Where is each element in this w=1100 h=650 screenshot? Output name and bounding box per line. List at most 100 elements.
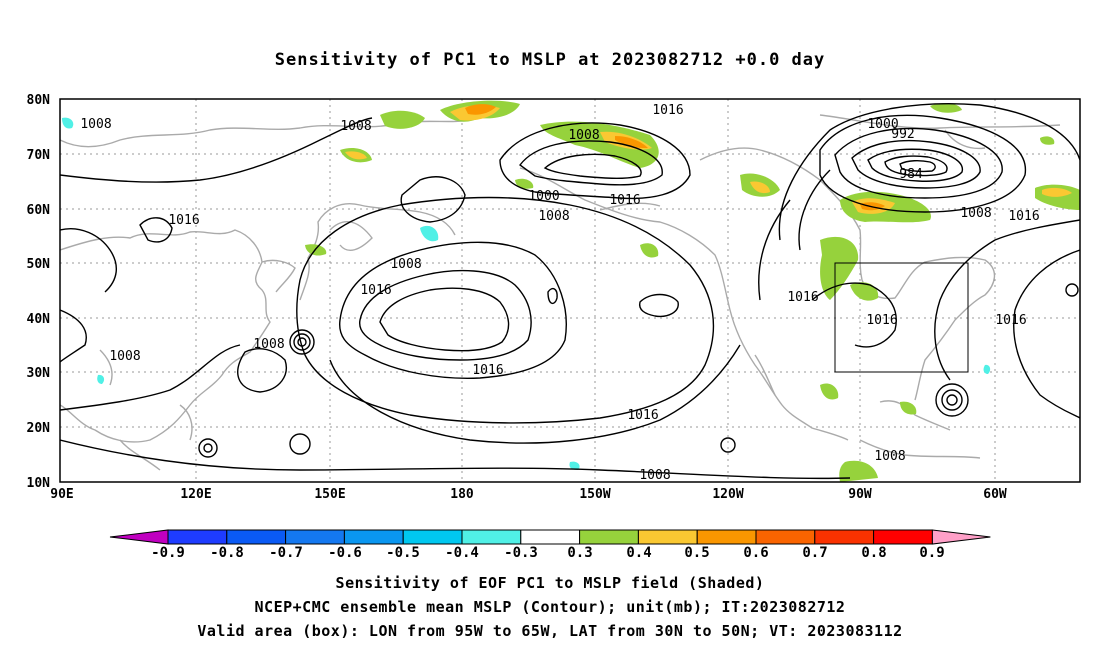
shade-orange-2 [615,136,648,149]
longitude-labels: 90E 120E 150E 180 150W 120W 90W 60W [50,487,1007,502]
lat-label: 60N [27,203,51,218]
latitude-labels: 80N 70N 60N 50N 40N 30N 20N 10N [27,93,51,491]
lon-label: 180 [450,487,474,502]
contour-label: 1000 [867,117,898,132]
caption-line-3: Valid area (box): LON from 95W to 65W, L… [197,622,903,640]
contour-label: 984 [899,167,923,182]
contour-label: 1016 [1008,209,1039,224]
contour-label: 1016 [995,313,1026,328]
lat-label: 50N [27,257,51,272]
colorbar-label: -0.4 [445,545,479,561]
lat-label: 10N [27,476,51,491]
shade-cyan-3 [97,374,105,384]
coastlines [60,114,1061,471]
lat-label: 20N [27,421,51,436]
contour-label: 1008 [340,119,371,134]
colorbar-label: 0.7 [802,545,827,561]
contour-label: 1008 [109,349,140,364]
contour-labels: 1008 1008 1016 1008 1000 992 984 1008 10… [80,103,1039,483]
lon-label: 150E [314,487,345,502]
colorbar-labels: -0.9 -0.8 -0.7 -0.6 -0.5 -0.4 -0.3 0.3 0… [151,545,945,561]
contour-label: 1016 [652,103,683,118]
contour-label: 1016 [627,408,658,423]
lat-label: 80N [27,93,51,108]
colorbar-bin [755,529,816,545]
colorbar-bin [285,529,345,545]
colorbar-bin [343,529,404,545]
lat-lon-grid [60,99,1080,482]
shade-cyan-5 [983,364,991,374]
lat-label: 70N [27,148,51,163]
colorbar-label: -0.5 [386,545,420,561]
colorbar-bin [226,529,287,545]
contour-label: 1008 [253,337,284,352]
contour-label: 1016 [866,313,897,328]
colorbar-bin [579,529,639,545]
caption-line-2: NCEP+CMC ensemble mean MSLP (Contour); u… [254,598,846,616]
shade-green-16 [640,243,659,258]
shade-yellow-6 [1042,187,1072,197]
contour-label: 1008 [538,209,569,224]
contour-label: 1008 [390,257,421,272]
contour-label: 1008 [960,206,991,221]
colorbar-label: 0.5 [684,545,709,561]
colorbar-bin [814,529,875,545]
shade-green-14 [900,401,917,415]
mslp-contours [60,103,1080,480]
colorbar-label: -0.6 [328,545,362,561]
caption-line-1: Sensitivity of EOF PC1 to MSLP field (Sh… [335,574,765,592]
sensitivity-shading [62,100,1080,482]
colorbar-bin [402,529,463,545]
contour-label: 1008 [80,117,111,132]
contour-label: 992 [891,127,914,142]
contour-label: 1016 [360,283,391,298]
contour-label: 1008 [639,468,670,483]
shade-green-13 [839,460,878,482]
colorbar-label: -0.3 [504,545,538,561]
shade-green-10 [820,236,859,300]
colorbar [109,529,991,545]
colorbar-bin [520,529,581,545]
colorbar-label: -0.7 [269,545,303,561]
map-frame [59,98,1081,483]
contour-label: 1008 [568,128,599,143]
lon-label: 90E [50,487,73,502]
lon-label: 150W [579,487,610,502]
lon-label: 60W [983,487,1007,502]
lon-label: 120W [712,487,743,502]
chart-title: Sensitivity of PC1 to MSLP at 2023082712… [274,50,826,70]
contour-label: 1008 [874,449,905,464]
shade-orange-1 [465,104,496,115]
lat-label: 40N [27,312,51,327]
shade-green-11 [850,282,879,301]
shade-green-12 [820,383,839,400]
colorbar-arrow-low [109,529,169,545]
shade-cyan-4 [569,461,580,470]
colorbar-bin [461,529,522,545]
shade-yellow-4 [750,181,770,194]
contour-label: 1016 [472,363,503,378]
lat-label: 30N [27,366,51,381]
colorbar-label: 0.3 [567,545,592,561]
colorbar-bin [637,529,698,545]
shade-green-3 [540,121,659,168]
shade-yellow-3 [345,151,367,160]
colorbar-label: 0.8 [861,545,886,561]
colorbar-label: -0.9 [151,545,185,561]
colorbar-arrow-high [931,529,991,545]
shade-green-8 [930,103,962,113]
colorbar-label: 0.4 [626,545,651,561]
contour-label: 1016 [609,193,640,208]
colorbar-bin [696,529,757,545]
shade-cyan-2 [62,117,74,129]
lon-label: 120E [180,487,211,502]
contour-label: 1016 [168,213,199,228]
contour-label: 1000 [528,189,559,204]
colorbar-label: 0.6 [743,545,768,561]
colorbar-label: 0.9 [919,545,944,561]
shade-green-17 [515,178,534,189]
colorbar-bin [167,529,228,545]
shade-cyan-1 [420,225,439,242]
colorbar-label: -0.8 [210,545,244,561]
shade-green-9 [1040,136,1055,145]
